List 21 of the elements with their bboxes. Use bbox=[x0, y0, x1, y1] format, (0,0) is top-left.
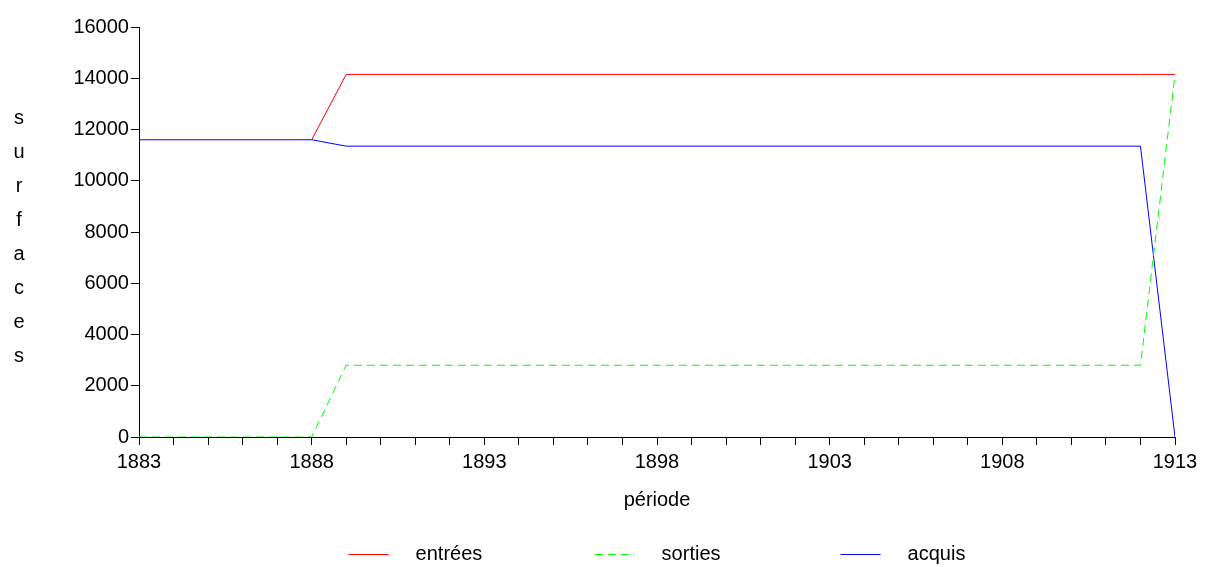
legend-label: sorties bbox=[661, 541, 721, 564]
y-tick-label: 10000 bbox=[73, 168, 129, 191]
x-tick-label: 1913 bbox=[1152, 449, 1198, 472]
y-tick-label: 2000 bbox=[84, 373, 129, 396]
legend-label: entrées bbox=[415, 541, 483, 564]
y-tick-label: 16000 bbox=[73, 14, 129, 37]
y-tick-label: 12000 bbox=[73, 117, 129, 140]
x-tick-label: 1888 bbox=[289, 449, 334, 472]
x-tick-label: 1883 bbox=[116, 449, 162, 472]
x-tick-label: 1898 bbox=[634, 449, 680, 472]
y-tick-label: 14000 bbox=[73, 65, 129, 88]
legend-label: acquis bbox=[907, 541, 966, 564]
y-axis-title: surfaces bbox=[8, 106, 30, 378]
y-tick-label: 0 bbox=[117, 424, 129, 447]
y-tick-label: 8000 bbox=[84, 219, 129, 242]
x-tick-label: 1908 bbox=[980, 449, 1025, 472]
x-axis-title: période bbox=[623, 487, 691, 510]
y-tick-label: 4000 bbox=[84, 322, 129, 345]
x-tick-label: 1893 bbox=[462, 449, 507, 472]
y-tick-label: 6000 bbox=[84, 270, 129, 293]
x-tick-label: 1903 bbox=[807, 449, 852, 472]
